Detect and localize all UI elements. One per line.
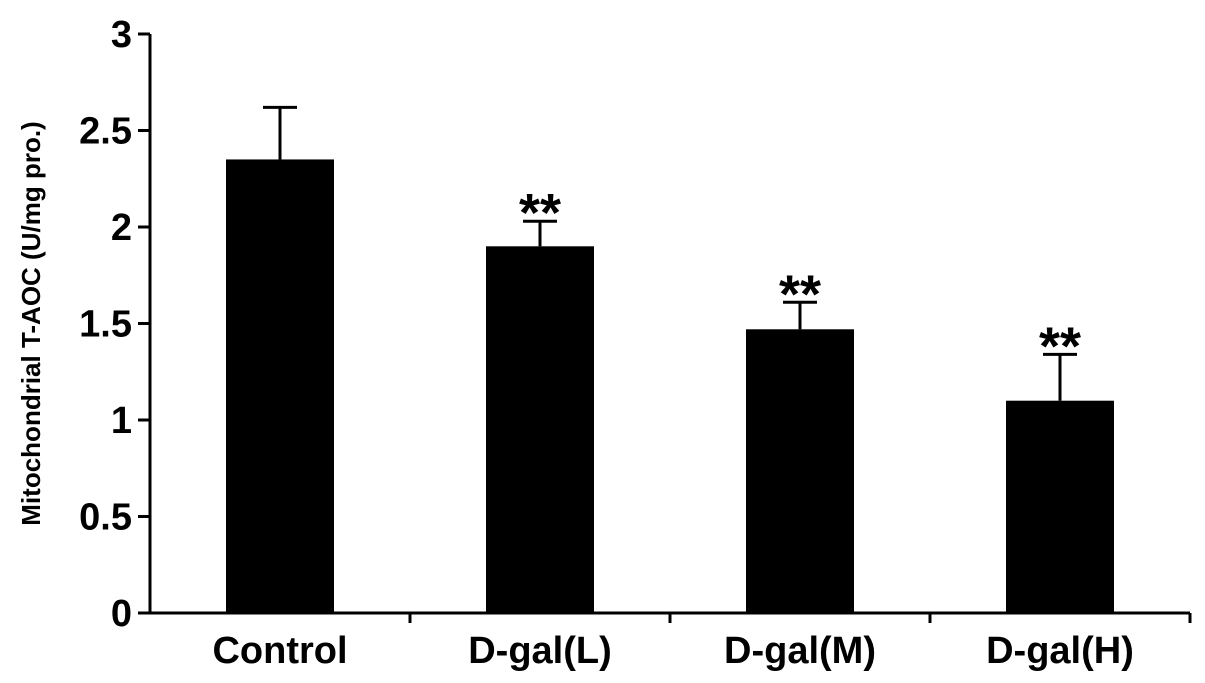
significance-markers: ** ** ** (519, 183, 1081, 376)
significance-label: ** (779, 264, 821, 324)
bar (1006, 400, 1114, 613)
x-tick-label: D-gal(L) (468, 630, 612, 672)
bars-group (226, 159, 1114, 614)
x-tick-label: D-gal(H) (986, 630, 1134, 672)
y-tick-label: 2 (111, 207, 132, 249)
y-tick-label: 1 (111, 400, 132, 442)
bar (486, 246, 594, 614)
bar (226, 159, 334, 613)
x-tick-label: Control (212, 630, 347, 672)
y-tick-label: 1.5 (79, 304, 132, 346)
significance-label: ** (1039, 316, 1081, 376)
x-axis-ticks: Control D-gal(L) D-gal(M) D-gal(H) (212, 613, 1192, 672)
y-tick-label: 0 (111, 593, 132, 635)
y-tick-label: 2.5 (79, 111, 132, 153)
y-tick-label: 3 (111, 14, 132, 56)
y-axis-ticks: 0 0.5 1 1.5 2 2.5 3 (79, 14, 150, 635)
error-bars-group (263, 105, 1077, 401)
y-axis-title: Mitochondrial T-AOC (U/mg pro.) (16, 121, 46, 525)
y-tick-label: 0.5 (79, 497, 132, 539)
x-tick-label: D-gal(M) (724, 630, 876, 672)
bar (746, 329, 854, 613)
significance-label: ** (519, 183, 561, 243)
